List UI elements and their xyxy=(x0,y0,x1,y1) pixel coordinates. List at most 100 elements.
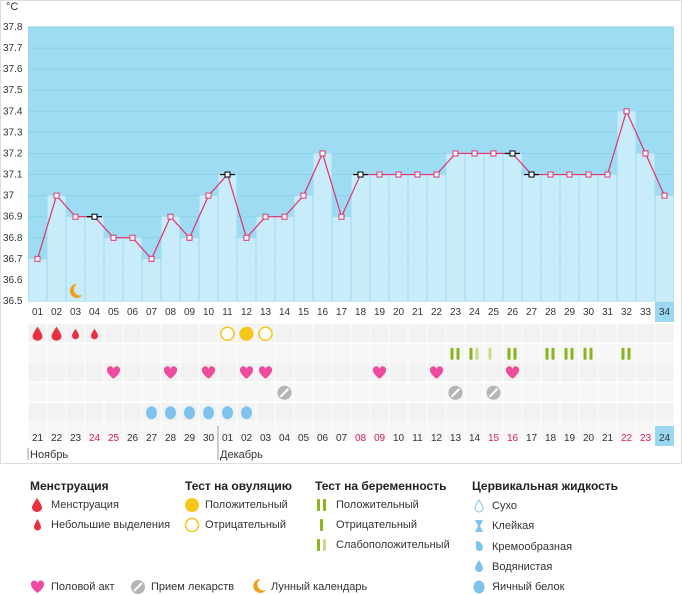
pregnancy-faint-icon xyxy=(469,347,473,360)
symptom-cell xyxy=(161,422,180,441)
cycle-day-label: 08 xyxy=(165,307,177,318)
symptom-cell xyxy=(256,422,275,441)
legend-cervical-watery: Водянистая xyxy=(492,561,553,573)
symptom-cell xyxy=(541,403,560,422)
symptom-cell xyxy=(28,363,47,382)
y-tick-label: 37 xyxy=(3,191,15,202)
cycle-day-label: 24 xyxy=(469,307,481,318)
calendar-date-label: 14 xyxy=(469,433,481,444)
symptom-cell xyxy=(104,422,123,441)
symptom-cell xyxy=(313,363,332,382)
ovulation-negative-icon xyxy=(220,326,235,341)
ovulation-negative-icon xyxy=(258,326,273,341)
legend-pregnancy-title: Тест на беременность xyxy=(315,479,447,493)
pregnancy-positive-icon xyxy=(545,347,549,360)
symptom-cell xyxy=(560,363,579,382)
temperature-bar xyxy=(66,216,85,301)
pregnancy-positive-icon xyxy=(507,347,511,360)
symptom-cell xyxy=(275,344,294,363)
symptom-cell xyxy=(503,403,522,422)
calendar-date-label: 24 xyxy=(89,433,101,444)
temperature-bar xyxy=(617,111,636,301)
y-tick-label: 36.5 xyxy=(3,296,23,307)
temperature-point xyxy=(490,150,497,157)
calendar-date-label: 21 xyxy=(32,433,44,444)
heart-icon xyxy=(372,366,387,379)
calendar-date-label: 18 xyxy=(545,433,557,444)
temperature-bar xyxy=(123,237,142,301)
symptom-cell xyxy=(123,324,142,343)
current-day-highlight xyxy=(655,302,674,322)
temperature-point xyxy=(661,192,668,199)
symptom-cell xyxy=(484,422,503,441)
temperature-bar xyxy=(636,153,655,301)
symptom-cell xyxy=(465,383,484,402)
cycle-day-label: 12 xyxy=(241,307,253,318)
heart-icon xyxy=(106,366,121,379)
heart-icon xyxy=(505,366,520,379)
symptom-cell xyxy=(522,363,541,382)
symptom-cell xyxy=(294,403,313,422)
symptom-cell xyxy=(66,363,85,382)
symptom-cell xyxy=(332,324,351,343)
cycle-day-label: 23 xyxy=(450,307,462,318)
temperature-bar xyxy=(142,258,161,301)
symptom-cell xyxy=(598,363,617,382)
temperature-bar xyxy=(446,153,465,301)
symptom-cell xyxy=(85,403,104,422)
symptom-cell xyxy=(313,324,332,343)
heart-icon xyxy=(30,580,45,593)
temperature-point xyxy=(604,171,611,178)
symptom-cell xyxy=(408,324,427,343)
symptom-cell xyxy=(142,344,161,363)
y-tick-label: 37.1 xyxy=(3,170,23,181)
temperature-point xyxy=(72,213,79,220)
symptom-cell xyxy=(47,383,66,402)
pill-icon xyxy=(488,388,499,398)
symptom-cell xyxy=(218,383,237,402)
symptom-cell xyxy=(294,422,313,441)
symptom-cell xyxy=(370,324,389,343)
symptom-cell xyxy=(427,422,446,441)
pregnancy-positive-icon xyxy=(317,499,326,511)
symptom-cell xyxy=(617,363,636,382)
calendar-date-label: 15 xyxy=(488,433,500,444)
temperature-bar xyxy=(351,174,370,301)
temperature-point xyxy=(414,171,421,178)
symptom-cell xyxy=(123,403,142,422)
symptom-cell xyxy=(598,324,617,343)
symptom-cell xyxy=(47,422,66,441)
temperature-bar xyxy=(237,237,256,301)
egg-white-icon xyxy=(222,406,233,420)
cycle-day-label: 17 xyxy=(336,307,348,318)
symptom-cell xyxy=(617,403,636,422)
symptom-cell xyxy=(47,363,66,382)
bbt-chart: °C 37.8 37.7 37.6 37.5 37.4 37.3 37.2 37.1 37 36.9… xyxy=(0,0,682,464)
pregnancy-positive-icon xyxy=(570,347,574,360)
spotting-drop-icon xyxy=(72,328,79,340)
symptom-cell xyxy=(541,363,560,382)
pregnancy-faint-icon xyxy=(475,347,479,360)
ovulation-positive-icon xyxy=(185,498,199,512)
symptom-cell xyxy=(522,422,541,441)
symptom-cell xyxy=(180,363,199,382)
legend-pregnancy-faint: Слабоположительный xyxy=(336,539,450,551)
dry-icon xyxy=(474,499,484,513)
heart-icon xyxy=(258,366,273,379)
temperature-point xyxy=(452,150,459,157)
temperature-bar xyxy=(28,258,47,301)
cycle-day-label: 11 xyxy=(222,307,233,318)
symptom-cell xyxy=(351,403,370,422)
temperature-bar xyxy=(256,216,275,301)
symptom-cell xyxy=(389,363,408,382)
heart-icon xyxy=(429,366,444,379)
temperature-point xyxy=(205,192,212,199)
symptom-cell xyxy=(655,403,674,422)
temperature-bar xyxy=(104,237,123,301)
temperature-bar xyxy=(503,153,522,301)
symptom-cell xyxy=(446,344,465,363)
egg-white-icon xyxy=(165,406,176,420)
cycle-day-label: 18 xyxy=(355,307,367,318)
cycle-day-label: 01 xyxy=(32,307,44,318)
symptom-cell xyxy=(351,363,370,382)
